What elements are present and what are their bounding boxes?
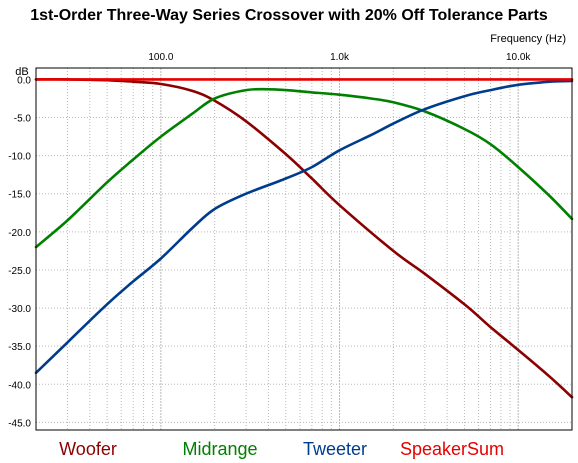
plot-frame [35, 67, 573, 431]
series-lines [34, 78, 574, 399]
series-line-midrange [34, 87, 574, 249]
y-tick-label: -5.0 [14, 114, 32, 125]
chart-title: 1st-Order Three-Way Series Crossover wit… [30, 7, 548, 24]
x-tick-label: 1.0k [330, 52, 350, 63]
y-tick-label: -30.0 [8, 304, 31, 315]
x-tick-label: 10.0k [506, 52, 531, 63]
series-line-woofer [34, 78, 574, 399]
legend-speakersum: SpeakerSum [400, 439, 504, 459]
y-tick-labels: 0.0 -5.0 -10.0 -15.0 -20.0 -25.0 -30.0 -35.0 -40… [8, 75, 31, 429]
y-tick-label: -45.0 [8, 418, 31, 429]
grid-lines [36, 68, 572, 430]
x-tick-labels: 100.0 1.0k 10.0k [148, 52, 531, 63]
legend: Woofer Midrange Tweeter SpeakerSum [59, 439, 504, 459]
legend-midrange: Midrange [182, 439, 257, 459]
y-tick-label: -25.0 [8, 266, 31, 277]
y-tick-label: -35.0 [8, 342, 31, 353]
y-tick-label: -10.0 [8, 152, 31, 163]
y-tick-label: 0.0 [17, 75, 31, 86]
y-tick-label: -40.0 [8, 380, 31, 391]
y-axis-label: dB [15, 66, 28, 78]
legend-tweeter: Tweeter [303, 439, 367, 459]
legend-woofer: Woofer [59, 439, 117, 459]
y-tick-label: -15.0 [8, 190, 31, 201]
x-tick-label: 100.0 [148, 52, 173, 63]
series-line-tweeter [34, 79, 574, 375]
y-tick-label: -20.0 [8, 228, 31, 239]
x-axis-label: Frequency (Hz) [490, 33, 566, 45]
